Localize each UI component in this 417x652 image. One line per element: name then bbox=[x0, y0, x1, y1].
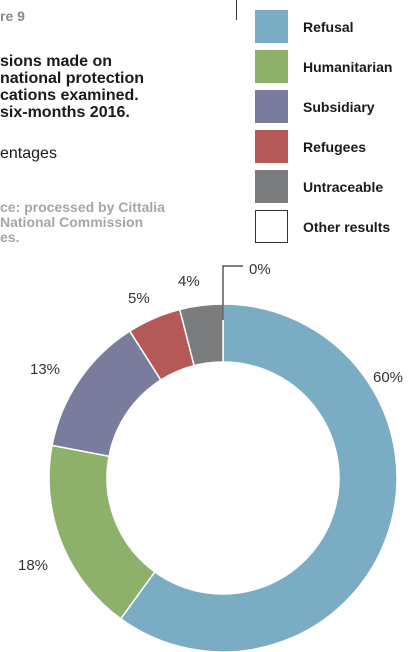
legend-swatch bbox=[255, 50, 288, 83]
figure-label: re 9 bbox=[0, 8, 25, 24]
source-line: National Commission bbox=[0, 214, 144, 230]
chart-title: sions made on national protection cation… bbox=[0, 53, 230, 121]
donut-slice bbox=[48, 444, 156, 620]
title-line: six-months 2016. bbox=[0, 104, 130, 121]
legend-swatch bbox=[255, 90, 288, 123]
legend-label: Humanitarian bbox=[303, 59, 393, 75]
data-label: 4% bbox=[178, 273, 200, 290]
legend-item: Untraceable bbox=[255, 170, 417, 204]
legend-label: Refugees bbox=[303, 139, 367, 155]
legend-label: Untraceable bbox=[303, 179, 384, 195]
legend-swatch bbox=[255, 130, 288, 163]
data-label: 0% bbox=[249, 261, 271, 278]
legend-swatch bbox=[255, 170, 288, 203]
chart-subtitle: entages bbox=[0, 145, 57, 162]
data-label: 60% bbox=[373, 369, 403, 386]
data-label: 5% bbox=[128, 290, 150, 307]
legend-item: Other results bbox=[255, 210, 417, 244]
source-line: es. bbox=[0, 229, 20, 245]
donut-slice bbox=[119, 303, 398, 652]
source-line: ce: processed by Cittalia bbox=[0, 199, 165, 215]
legend-item: Refusal bbox=[255, 10, 417, 44]
legend-label: Subsidiary bbox=[303, 99, 375, 115]
title-line: cations examined. bbox=[0, 87, 139, 104]
legend-item: Subsidiary bbox=[255, 90, 417, 124]
leader-line bbox=[222, 265, 243, 320]
title-line: national protection bbox=[0, 70, 144, 87]
data-label: 13% bbox=[30, 361, 60, 378]
legend-swatch bbox=[255, 10, 288, 43]
source-note: ce: processed by Cittalia National Commi… bbox=[0, 200, 230, 245]
legend-item: Humanitarian bbox=[255, 50, 417, 84]
donut-slice bbox=[178, 303, 224, 367]
data-label: 18% bbox=[18, 557, 48, 574]
divider-line bbox=[236, 0, 237, 20]
legend-swatch bbox=[255, 210, 288, 243]
legend-label: Refusal bbox=[303, 19, 354, 35]
legend-item: Refugees bbox=[255, 130, 417, 164]
title-line: sions made on bbox=[0, 53, 113, 70]
legend-label: Other results bbox=[303, 219, 391, 235]
